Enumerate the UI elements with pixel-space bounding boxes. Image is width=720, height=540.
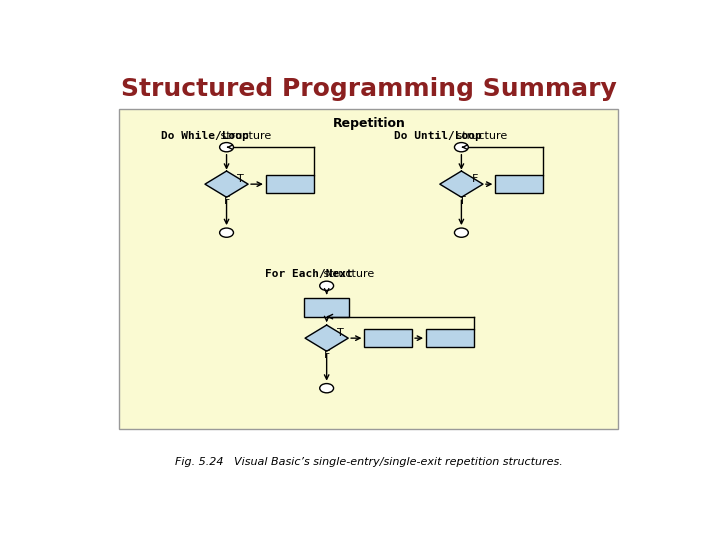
Text: F: F [472, 174, 479, 184]
Text: T: T [338, 328, 344, 338]
Polygon shape [205, 171, 248, 197]
Text: structure: structure [453, 131, 507, 141]
Text: Do While/Loop: Do While/Loop [161, 131, 249, 141]
FancyBboxPatch shape [266, 175, 314, 193]
Ellipse shape [320, 281, 333, 291]
Text: T: T [459, 196, 466, 206]
Ellipse shape [454, 143, 468, 152]
Text: structure: structure [320, 269, 374, 279]
FancyBboxPatch shape [305, 298, 349, 316]
Text: Repetition: Repetition [333, 117, 405, 130]
Polygon shape [440, 171, 483, 197]
Text: F: F [324, 350, 330, 360]
FancyBboxPatch shape [495, 175, 543, 193]
Text: Structured Programming Summary: Structured Programming Summary [121, 77, 617, 102]
Text: structure: structure [217, 131, 271, 141]
Text: T: T [238, 174, 244, 184]
FancyBboxPatch shape [364, 329, 412, 347]
Text: F: F [224, 196, 230, 206]
Ellipse shape [454, 228, 468, 237]
Ellipse shape [220, 228, 233, 237]
Ellipse shape [220, 143, 233, 152]
Text: Do Until/Loop: Do Until/Loop [395, 131, 482, 141]
Polygon shape [305, 325, 348, 351]
FancyBboxPatch shape [119, 110, 618, 429]
Text: Fig. 5.24   Visual Basic’s single-entry/single-exit repetition structures.: Fig. 5.24 Visual Basic’s single-entry/si… [175, 457, 563, 467]
Text: For Each/Next: For Each/Next [265, 269, 353, 279]
FancyBboxPatch shape [426, 329, 474, 347]
Ellipse shape [320, 383, 333, 393]
